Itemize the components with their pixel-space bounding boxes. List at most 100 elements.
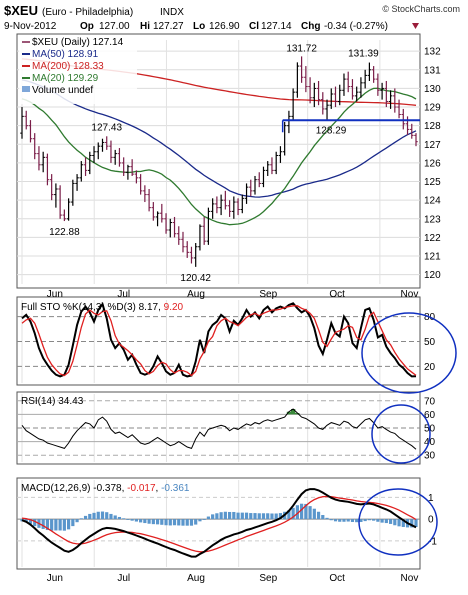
price-bar <box>155 211 160 227</box>
price-bar <box>49 174 54 201</box>
price-x-axis: Jun Jul Aug Sep Oct Nov <box>47 289 419 300</box>
price-bar <box>58 185 62 219</box>
macd-hist-bar <box>126 519 130 520</box>
price-bar <box>308 77 312 104</box>
x-tick-label: Jul <box>117 289 130 300</box>
price-y-tick: 129 <box>424 103 441 114</box>
macd-hist-bar <box>215 513 219 520</box>
price-y-axis: 120 121 122 123 124 125 126 127 128 129 130 131 132 <box>424 47 441 282</box>
macd-hist-bar <box>338 519 342 522</box>
macd-hist-bar <box>291 507 295 520</box>
price-bar <box>363 69 367 89</box>
price-bar <box>304 66 308 93</box>
rsi-lines <box>21 408 417 450</box>
macd-hist-bar <box>28 519 33 524</box>
price-bar <box>113 149 118 165</box>
macd-hist-bar <box>147 519 151 524</box>
macd-hist-bar <box>227 511 232 520</box>
price-annotation: 131.39 <box>348 49 379 60</box>
macd-y-tick: -1 <box>428 536 437 547</box>
price-bar <box>198 224 202 251</box>
macd-hist-bar <box>355 519 359 523</box>
macd-hist-bar <box>274 513 278 520</box>
price-bar <box>329 88 334 109</box>
macd-hist-bar <box>143 519 147 524</box>
quote-open-value: 127.00 <box>99 21 130 32</box>
price-annotation: 131.72 <box>286 43 317 54</box>
macd-hist-bar <box>130 519 134 521</box>
price-bar <box>20 107 24 139</box>
price-bar <box>176 226 181 245</box>
x-tick-label: Aug <box>187 573 205 584</box>
sto-highlight-circle <box>361 312 457 394</box>
macd-title-prefix: MACD(12,26,9) <box>21 483 93 494</box>
price-bar <box>274 151 278 175</box>
macd-signal-line <box>21 495 417 553</box>
macd-hist-bar <box>249 513 253 520</box>
price-bar <box>401 108 406 130</box>
price-bar <box>164 213 168 234</box>
price-bar <box>282 121 287 156</box>
legend-ma200: MA(200) 128.33 <box>32 61 104 72</box>
price-y-tick: 128 <box>424 121 441 132</box>
macd-hist-bar <box>223 511 227 520</box>
rsi-line <box>21 408 417 450</box>
sto-title-k: 8.17 <box>139 302 159 313</box>
price-bar <box>257 172 262 188</box>
quote-low-value: 126.90 <box>209 21 240 32</box>
macd-hist-bar <box>92 512 96 520</box>
price-bar <box>215 196 219 214</box>
macd-hist-bar <box>24 519 28 523</box>
rsi-highlight-circle <box>371 404 431 464</box>
macd-hist-bar <box>96 511 100 520</box>
price-bar <box>299 56 304 83</box>
macd-hist-bar <box>109 513 113 520</box>
price-y-tick: 126 <box>424 158 441 169</box>
price-bar <box>96 142 101 160</box>
price-bar <box>134 170 139 184</box>
price-panel-frame <box>16 33 421 289</box>
price-bar <box>354 86 359 102</box>
macd-hist-bar <box>58 519 62 531</box>
macd-hist-bar <box>253 513 257 520</box>
macd-hist-bar <box>367 519 371 521</box>
price-bar <box>32 133 37 160</box>
price-bar <box>244 183 249 204</box>
macd-hist-bar <box>325 517 329 520</box>
price-bar <box>333 86 338 108</box>
header-exchange: INDX <box>160 7 184 18</box>
watermark: © StockCharts.com <box>382 4 460 14</box>
quote-close-value: 127.14 <box>261 21 292 32</box>
macd-line <box>21 488 417 558</box>
macd-hist-bar <box>33 519 37 527</box>
macd-hist-bar <box>134 519 138 522</box>
price-bar <box>45 153 50 186</box>
x-tick-label: Nov <box>401 289 419 300</box>
price-bar <box>83 157 88 176</box>
macd-hist-bar <box>329 519 333 521</box>
price-bar <box>346 71 351 93</box>
price-bar <box>287 110 291 134</box>
price-bar <box>185 241 190 258</box>
quote-high-value: 127.27 <box>153 21 184 32</box>
price-bar <box>87 151 92 175</box>
quote-high-label: Hi <box>140 21 150 32</box>
macd-title-hist: -0.361 <box>161 483 190 494</box>
legend-box <box>19 36 137 104</box>
price-bar <box>168 218 173 238</box>
macd-hist-bar <box>270 513 274 520</box>
macd-hist-bar <box>45 519 50 531</box>
price-bar <box>337 84 342 106</box>
macd-hist-bar <box>393 519 397 526</box>
macd-hist-bar <box>308 506 312 520</box>
price-bar <box>66 198 71 221</box>
macd-hist-bar <box>177 519 181 526</box>
macd-hist-bar <box>363 519 367 522</box>
macd-hist-bar <box>287 510 291 520</box>
macd-y-tick: 0 <box>428 515 434 526</box>
macd-panel-frame <box>16 477 421 570</box>
price-bar <box>350 79 355 100</box>
price-bar <box>232 196 236 219</box>
price-bar <box>278 146 283 163</box>
sto-y-tick: 50 <box>424 337 436 348</box>
